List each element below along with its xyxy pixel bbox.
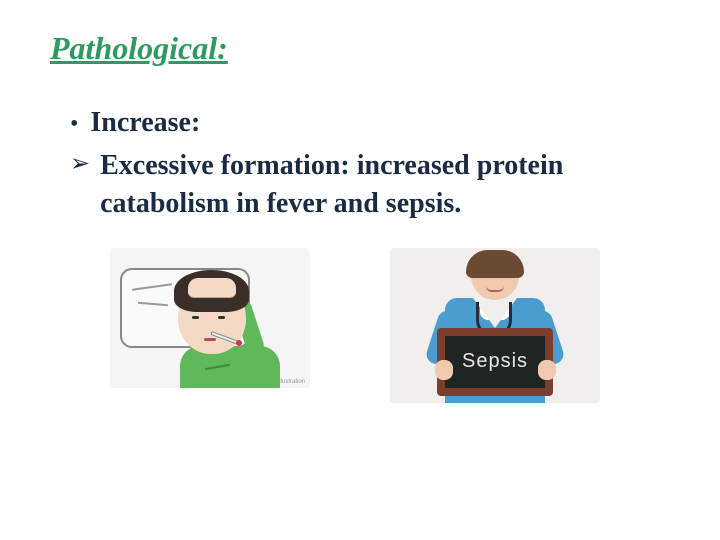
fever-illustration: illustration bbox=[110, 248, 310, 388]
eye-shape bbox=[218, 316, 225, 319]
mouth-shape bbox=[204, 338, 216, 341]
chalkboard-surface: Sepsis bbox=[445, 336, 545, 388]
nurse-smile bbox=[486, 286, 504, 292]
arrow-marker: ➢ bbox=[70, 147, 90, 181]
nurse-hair bbox=[466, 250, 524, 278]
bullet-text: Increase: bbox=[90, 107, 200, 139]
bullet-item-increase: • Increase: bbox=[70, 107, 670, 139]
chalkboard-text: Sepsis bbox=[462, 350, 528, 373]
fever-image: illustration bbox=[110, 248, 310, 388]
eye-shape bbox=[192, 316, 199, 319]
nurse-hand bbox=[435, 360, 453, 380]
hand-shape bbox=[188, 278, 236, 298]
bullet-marker: • bbox=[70, 112, 78, 136]
image-attribution: illustration bbox=[278, 379, 305, 385]
sepsis-illustration: Sepsis bbox=[390, 248, 600, 403]
slide-heading: Pathological: bbox=[50, 30, 670, 67]
images-row: illustration Sepsis bbox=[110, 248, 670, 403]
arrow-item-excessive: ➢ Excessive formation: increased protein… bbox=[70, 147, 670, 223]
thermometer-tip bbox=[236, 340, 242, 346]
arrow-text: Excessive formation: increased protein c… bbox=[100, 147, 670, 223]
nurse-hand bbox=[538, 360, 556, 380]
shirt-shape bbox=[180, 346, 280, 388]
sepsis-image: Sepsis bbox=[390, 248, 600, 403]
